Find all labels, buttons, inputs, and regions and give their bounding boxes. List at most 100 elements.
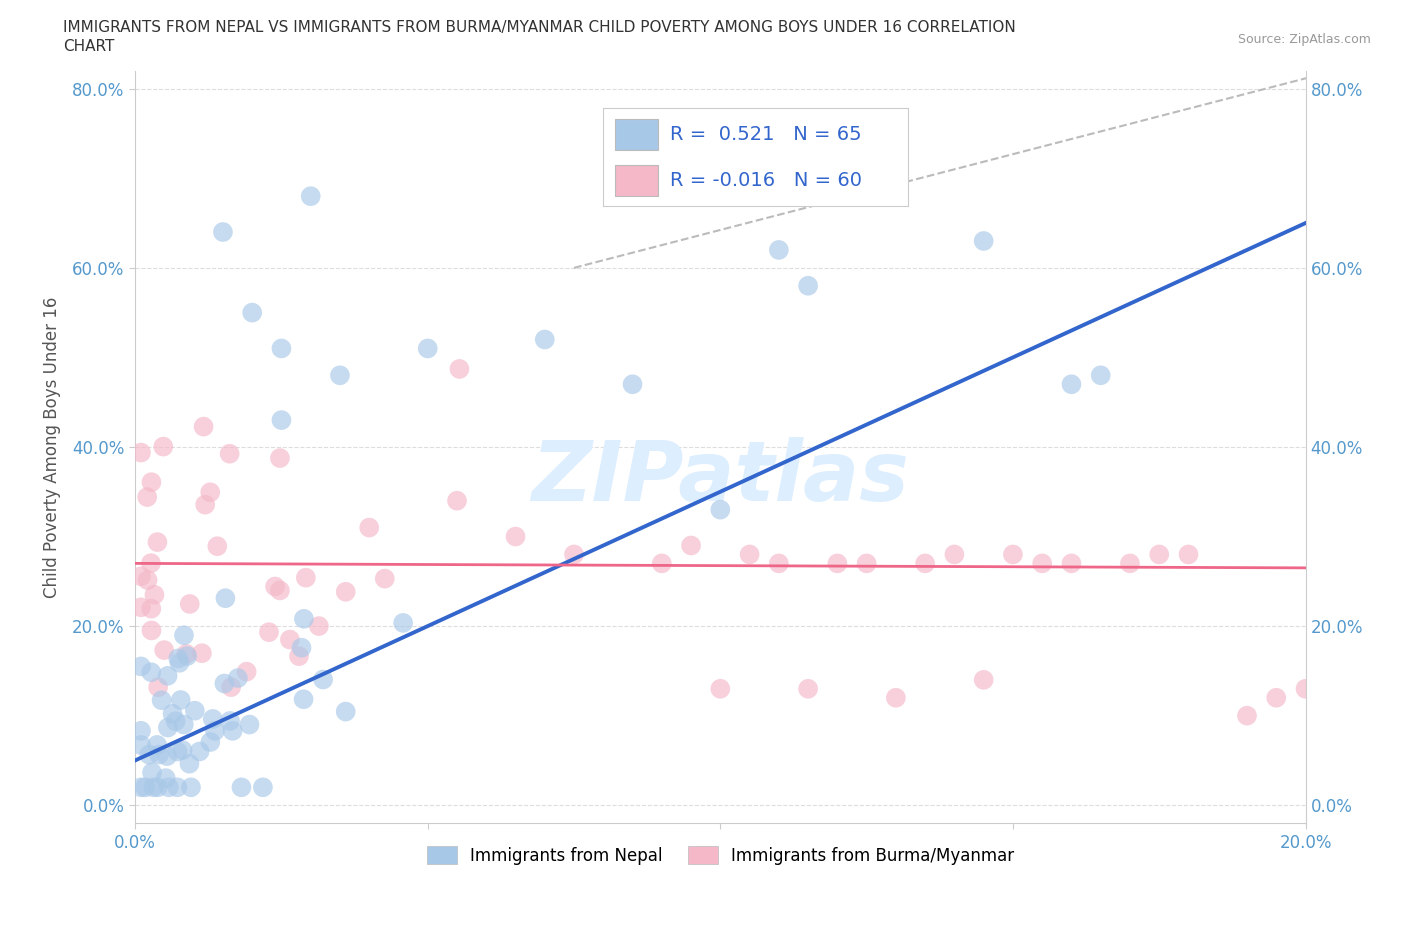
Point [681,538,703,553]
Point [292,692,315,707]
Point [1119,556,1142,571]
Point [219,713,242,728]
Text: ZIPatlas: ZIPatlas [531,436,910,518]
Point [252,780,274,795]
Point [136,573,159,588]
Point [1060,556,1083,571]
Point [973,672,995,687]
Point [269,583,291,598]
Point [218,446,240,461]
Point [1060,377,1083,392]
Point [270,341,292,356]
Point [176,648,198,663]
Point [709,502,731,517]
Point [212,224,235,239]
Point [141,602,163,617]
Point [188,744,211,759]
Point [204,724,226,738]
Point [231,780,253,795]
Point [855,556,877,571]
Point [299,189,322,204]
Point [191,645,214,660]
Point [235,664,257,679]
Point [738,547,761,562]
Point [156,669,179,684]
Point [146,737,169,752]
Point [238,717,260,732]
Point [214,676,236,691]
Point [150,693,173,708]
Point [329,368,352,383]
Point [141,665,163,680]
Point [295,570,318,585]
Point [179,756,201,771]
Point [768,243,790,258]
Point [173,628,195,643]
Point [141,474,163,489]
Point [270,413,292,428]
Point [129,659,152,674]
Point [170,693,193,708]
Point [194,498,217,512]
Point [797,278,820,293]
Point [179,596,201,611]
Point [142,780,165,795]
Point [1090,368,1112,383]
Point [290,640,312,655]
Point [533,332,555,347]
Text: Source: ZipAtlas.com: Source: ZipAtlas.com [1237,33,1371,46]
Point [146,535,169,550]
Point [146,780,169,795]
Point [1177,547,1199,562]
Point [1265,690,1288,705]
Point [184,703,207,718]
Point [335,584,357,599]
Point [562,547,585,562]
Point [157,780,180,795]
Point [201,711,224,726]
Point [169,656,191,671]
Point [768,556,790,571]
Point [392,616,415,631]
Point [1031,556,1053,571]
Point [621,377,644,392]
Point [165,714,187,729]
Point [166,744,188,759]
Point [162,706,184,721]
Point [292,611,315,626]
Point [1147,547,1170,562]
Point [359,520,381,535]
Point [651,556,673,571]
Point [156,720,179,735]
Point [156,749,179,764]
Text: CHART: CHART [63,39,115,54]
Point [312,672,335,687]
Point [257,625,280,640]
Point [1295,682,1317,697]
Point [226,671,249,685]
Point [143,588,166,603]
Point [308,618,330,633]
Point [129,724,152,738]
Point [174,646,197,661]
Point [709,682,731,697]
Point [884,690,907,705]
Point [374,571,396,586]
Point [278,632,301,647]
Point [173,717,195,732]
Point [139,556,162,571]
Point [943,547,966,562]
Point [155,771,177,786]
Point [134,780,156,795]
Point [264,579,287,594]
Point [129,737,152,752]
Point [1001,547,1024,562]
Point [214,591,236,605]
Point [129,780,152,795]
Point [129,600,152,615]
Point [148,747,170,762]
Point [153,643,176,658]
Point [129,569,152,584]
Point [416,341,439,356]
Point [449,362,471,377]
